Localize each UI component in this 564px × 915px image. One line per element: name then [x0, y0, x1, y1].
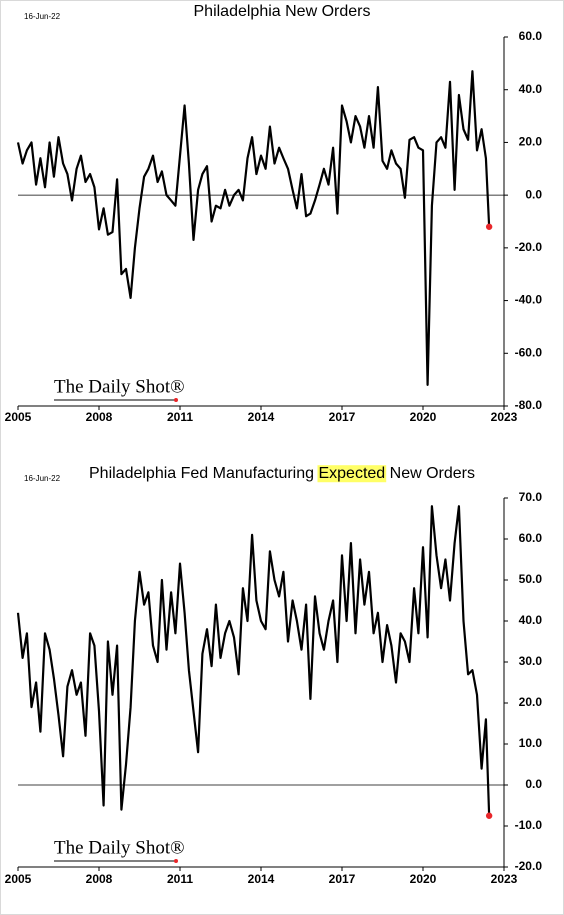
- last-point: [485, 223, 493, 230]
- title-group: Philadelphia New Orders: [194, 3, 371, 20]
- x-tick-label: 2008: [86, 872, 113, 886]
- x-tick-label: 2023: [491, 410, 518, 424]
- y-tick-label: -20.0: [515, 859, 543, 873]
- y-tick-label: 0.0: [525, 777, 542, 791]
- x-tick-label: 2017: [329, 410, 356, 424]
- title-group: Philadelphia Fed Manufacturing Expected …: [89, 465, 475, 483]
- y-tick-label: 10.0: [519, 736, 543, 750]
- title-highlight: [317, 465, 387, 483]
- x-tick-label: 2008: [86, 410, 113, 424]
- watermark-dot: [174, 398, 178, 402]
- watermark: The Daily Shot®: [54, 376, 185, 397]
- x-tick-label: 2020: [410, 410, 437, 424]
- y-tick-label: 40.0: [519, 82, 543, 96]
- y-tick-label: 20.0: [519, 695, 543, 709]
- y-tick-label: 30.0: [519, 654, 543, 668]
- watermark: The Daily Shot®: [54, 837, 185, 858]
- y-tick-label: 0.0: [525, 187, 542, 201]
- date-label: 16-Jun-22: [24, 474, 61, 483]
- date-label: 16-Jun-22: [24, 12, 61, 21]
- chart-title: Philadelphia Fed Manufacturing Expected …: [89, 465, 475, 482]
- line-series: [16, 70, 491, 387]
- y-tick-label: -60.0: [515, 345, 543, 359]
- y-tick-label: -80.0: [515, 398, 543, 412]
- chart-title: Philadelphia New Orders: [194, 3, 371, 20]
- x-tick-label: 2005: [5, 410, 32, 424]
- y-tick-label: 40.0: [519, 613, 543, 627]
- x-tick-label: 2011: [167, 410, 193, 424]
- x-tick-label: 2014: [248, 410, 275, 424]
- y-tick-label: 70.0: [519, 490, 543, 504]
- y-tick-label: -20.0: [515, 240, 543, 254]
- y-tick-label: 60.0: [519, 29, 543, 43]
- y-tick-label: 20.0: [519, 135, 543, 149]
- x-tick-label: 2023: [491, 872, 518, 886]
- line-series: [16, 505, 491, 816]
- x-tick-label: 2005: [5, 872, 32, 886]
- x-tick-label: 2017: [329, 872, 356, 886]
- watermark-dot: [174, 859, 178, 863]
- x-tick-label: 2020: [410, 872, 437, 886]
- x-tick-label: 2011: [167, 872, 193, 886]
- y-tick-label: -10.0: [515, 818, 543, 832]
- y-tick-label: -40.0: [515, 293, 543, 307]
- y-tick-label: 50.0: [519, 572, 543, 586]
- last-point: [485, 812, 493, 819]
- x-tick-label: 2014: [248, 872, 275, 886]
- y-tick-label: 60.0: [519, 531, 543, 545]
